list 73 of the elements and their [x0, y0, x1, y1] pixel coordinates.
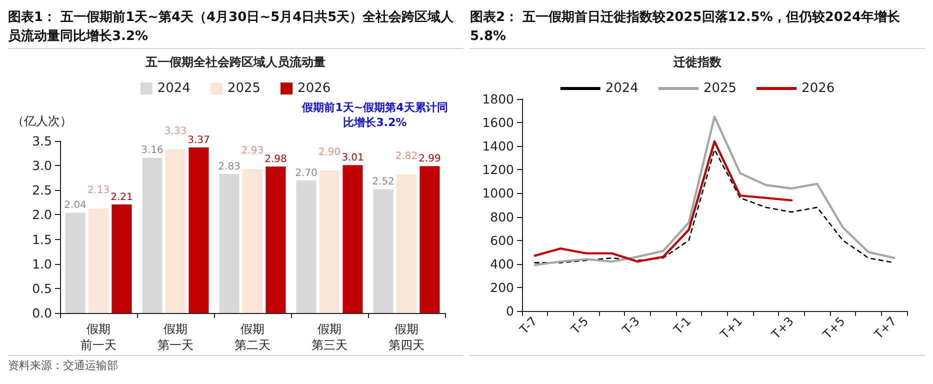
bar: [188, 147, 209, 313]
y-tick-label: 1400: [482, 138, 514, 154]
bar: [65, 212, 86, 313]
bar: [165, 149, 186, 313]
bar: [88, 208, 109, 313]
y-tick-label: 0.0: [32, 306, 52, 320]
x-tick-label: 假期第三天: [312, 322, 348, 352]
y-tick-label: 400: [490, 256, 514, 272]
legend-label: 2024: [157, 81, 190, 96]
bar: [242, 169, 263, 313]
x-tick-label: T+1: [716, 314, 746, 342]
data-label: 2.82: [395, 150, 418, 162]
bar: [112, 204, 132, 313]
bar: [296, 180, 316, 313]
bar: [420, 166, 440, 313]
y-tick-label: 800: [490, 209, 514, 224]
y-tick-label: 2.5: [32, 182, 52, 198]
x-tick-label: T-3: [618, 314, 642, 338]
data-label: 3.16: [141, 145, 164, 156]
y-tick-label: 600: [490, 232, 514, 248]
legend-label: 2026: [298, 81, 331, 96]
data-label: 2.52: [372, 176, 394, 188]
bar: [266, 166, 286, 313]
data-label: 2.04: [64, 200, 86, 212]
data-label: 3.33: [164, 126, 187, 137]
x-tick-label: T-5: [568, 314, 592, 338]
data-label: 2.99: [418, 154, 441, 165]
bar: [342, 165, 363, 313]
legend-label: 2025: [703, 81, 737, 96]
data-label: 2.83: [218, 161, 240, 172]
y-tick-label: 1800: [482, 92, 514, 106]
data-label: 2.98: [264, 154, 287, 166]
bar: [142, 158, 162, 313]
bar: [219, 174, 240, 313]
data-label: 2.93: [241, 146, 264, 157]
legend-label: 2024: [605, 81, 638, 96]
data-label: 2.90: [318, 146, 341, 158]
x-tick-label: 假期前一天: [80, 322, 116, 352]
legend-label: 2026: [802, 81, 835, 96]
y-tick-label: 3.0: [32, 158, 52, 174]
chart-title: 图表2： 五一假期首日迁徙指数较2025回落12.5%，但仍较2024年增长5.8%: [470, 8, 925, 49]
chart-subtitle: 迁徙指数: [672, 55, 722, 69]
text: 假期前1天~假期第4天累计同比增长3.2%: [300, 100, 449, 130]
chart-subtitle: 五一假期全社会跨区域人员流动量: [144, 55, 326, 69]
y-axis-title: （亿人次）: [12, 114, 72, 128]
legend-label: 2025: [227, 81, 261, 96]
y-tick-label: 0.5: [32, 280, 52, 296]
bar: [373, 189, 394, 313]
x-tick-label: 假期第一天: [158, 322, 194, 352]
line-series: [534, 140, 793, 263]
x-tick-label: 假期第二天: [234, 322, 270, 352]
y-tick-label: 1.5: [32, 232, 52, 247]
text: 资料来源：交通运输部: [8, 355, 463, 376]
y-tick-label: 3.5: [32, 134, 52, 148]
x-tick-label: T-1: [670, 314, 694, 338]
data-label: 2.21: [110, 192, 133, 203]
y-tick-label: 200: [490, 280, 514, 295]
data-label: 2.70: [295, 168, 318, 179]
y-tick-label: 1.0: [32, 256, 52, 272]
y-tick-label: 0: [506, 304, 514, 318]
y-tick-label: 1000: [482, 186, 514, 201]
y-tick-label: 1600: [482, 115, 514, 130]
data-label: 3.01: [342, 152, 364, 164]
x-tick-label: T-7: [516, 314, 540, 338]
line-series: [534, 116, 896, 266]
chart-title: 图表1： 五一假期前1天~第4天（4月30日~5月4日共5天）全社会跨区域人员流动量同比增长3.2%: [8, 8, 463, 49]
y-tick-label: 1200: [482, 162, 514, 178]
bar: [319, 170, 340, 313]
bar: [396, 174, 417, 313]
x-tick-label: 假期第四天: [388, 322, 424, 352]
data-label: 2.13: [87, 184, 110, 196]
y-tick-label: 2.0: [32, 207, 52, 222]
data-label: 3.37: [188, 134, 210, 146]
